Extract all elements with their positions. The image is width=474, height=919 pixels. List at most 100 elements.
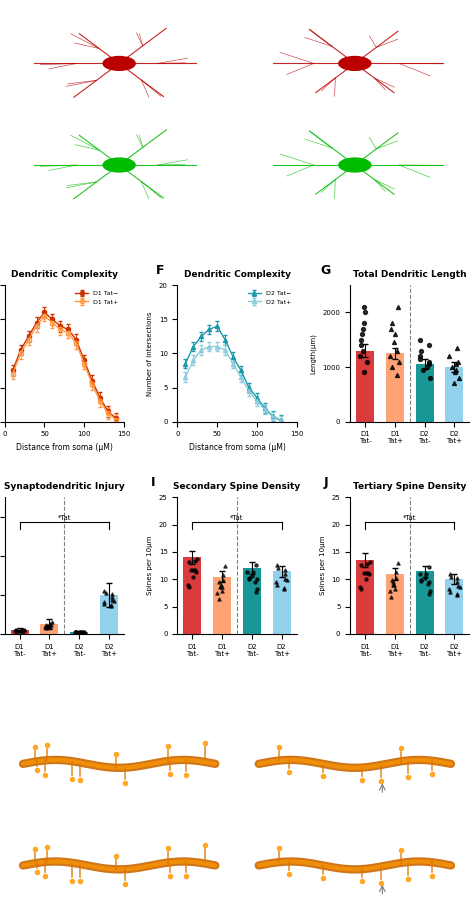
Point (253, 573, 260, 587)
Point (252, 557, 260, 572)
Point (456, 370, 463, 385)
Point (245, 571, 252, 585)
Point (388, 573, 395, 587)
Text: C: C (14, 116, 23, 129)
Point (422, 567, 429, 582)
Text: D1Tat+: D1Tat+ (250, 93, 285, 103)
Text: *Tat: *Tat (57, 515, 71, 521)
Point (45, 618, 53, 633)
Point (386, 584, 394, 598)
Point (364, 557, 371, 572)
Point (417, 333, 424, 347)
Point (357, 558, 365, 573)
Point (364, 354, 371, 369)
Point (215, 575, 223, 590)
Point (253, 582, 261, 596)
Point (283, 573, 291, 587)
Point (281, 562, 288, 577)
Point (253, 584, 260, 599)
Circle shape (339, 57, 371, 71)
Bar (40, 624, 58, 634)
Point (456, 580, 464, 595)
Point (359, 344, 367, 358)
Point (391, 578, 398, 593)
Point (454, 574, 461, 589)
X-axis label: Distance from soma (μM): Distance from soma (μM) (189, 443, 285, 452)
Point (46, 619, 54, 634)
Title: Dendritic Complexity: Dendritic Complexity (11, 270, 118, 278)
Point (190, 563, 197, 578)
Point (76, 625, 83, 640)
Point (357, 333, 365, 347)
Point (100, 596, 108, 611)
Text: D: D (250, 116, 260, 129)
Point (453, 357, 460, 371)
Point (44, 618, 51, 633)
Point (185, 555, 192, 570)
Text: G: G (320, 264, 331, 278)
Point (453, 586, 460, 601)
Point (451, 365, 458, 380)
Bar (446, 367, 463, 422)
Point (357, 338, 365, 353)
Point (17, 623, 25, 638)
Point (416, 351, 424, 366)
Point (72, 625, 80, 640)
Bar (183, 558, 201, 634)
Point (417, 344, 425, 358)
Point (426, 370, 433, 385)
Point (387, 322, 395, 336)
Text: D2Tat−: D2Tat− (14, 894, 50, 904)
Point (358, 327, 365, 342)
Bar (356, 561, 374, 634)
Y-axis label: Spines per 10μm: Spines per 10μm (320, 536, 326, 596)
Point (100, 595, 108, 609)
Point (218, 580, 226, 595)
Point (450, 376, 457, 391)
Point (219, 568, 227, 583)
Point (12, 624, 20, 639)
Bar (356, 351, 374, 422)
Point (215, 592, 222, 607)
Bar (446, 579, 463, 634)
Point (366, 554, 374, 569)
Point (360, 365, 368, 380)
Point (392, 571, 400, 585)
Point (425, 354, 433, 369)
Text: D2Tat−: D2Tat− (14, 195, 50, 204)
Point (454, 579, 462, 594)
Legend: D2 Tat−, D2 Tat+: D2 Tat−, D2 Tat+ (246, 289, 293, 307)
Point (217, 577, 225, 592)
Bar (213, 576, 231, 634)
Point (110, 594, 118, 608)
Title: Dendritic Complexity: Dendritic Complexity (183, 270, 291, 278)
Point (17, 624, 25, 639)
Point (425, 357, 432, 371)
Text: A: A (14, 14, 24, 28)
Y-axis label: Spines per 10μm: Spines per 10μm (147, 536, 153, 596)
Point (245, 572, 253, 586)
Point (423, 359, 430, 374)
Point (109, 593, 116, 607)
Title: Total Dendritic Length: Total Dendritic Length (353, 270, 466, 278)
Point (425, 586, 433, 601)
Point (393, 344, 401, 358)
Point (185, 580, 192, 595)
Bar (70, 632, 88, 634)
Point (248, 569, 256, 584)
Point (49, 615, 56, 630)
Point (273, 578, 281, 593)
Point (273, 557, 281, 572)
Point (447, 570, 455, 584)
Point (390, 335, 398, 350)
Point (365, 566, 373, 581)
Point (213, 585, 221, 600)
Point (280, 582, 288, 596)
Point (453, 341, 461, 356)
Point (249, 564, 257, 579)
Point (416, 567, 424, 582)
Text: D1Tat−: D1Tat− (14, 93, 50, 103)
Point (356, 348, 364, 363)
Circle shape (103, 57, 135, 71)
Point (273, 574, 280, 589)
